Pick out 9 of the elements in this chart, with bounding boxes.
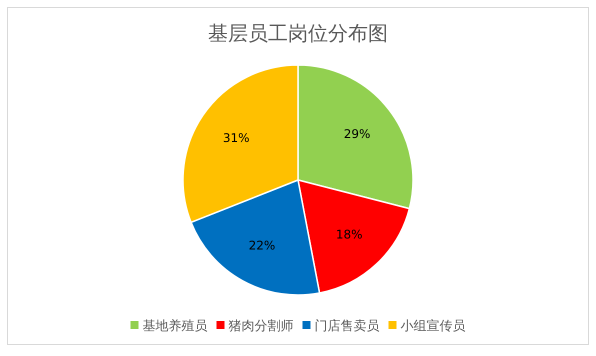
data-label: 31% — [222, 130, 250, 145]
data-label: 29% — [344, 127, 370, 142]
legend-label: 门店售卖员 — [314, 318, 380, 334]
legend-label: 猪肉分割师 — [228, 319, 294, 334]
data-label: 18% — [336, 227, 363, 242]
legend-label: 小组宣传员 — [400, 318, 466, 334]
data-label: 22% — [248, 238, 276, 253]
legend-label: 基地养殖员 — [142, 318, 208, 334]
chart-title: 基层员工岗位分布图 — [208, 21, 388, 45]
